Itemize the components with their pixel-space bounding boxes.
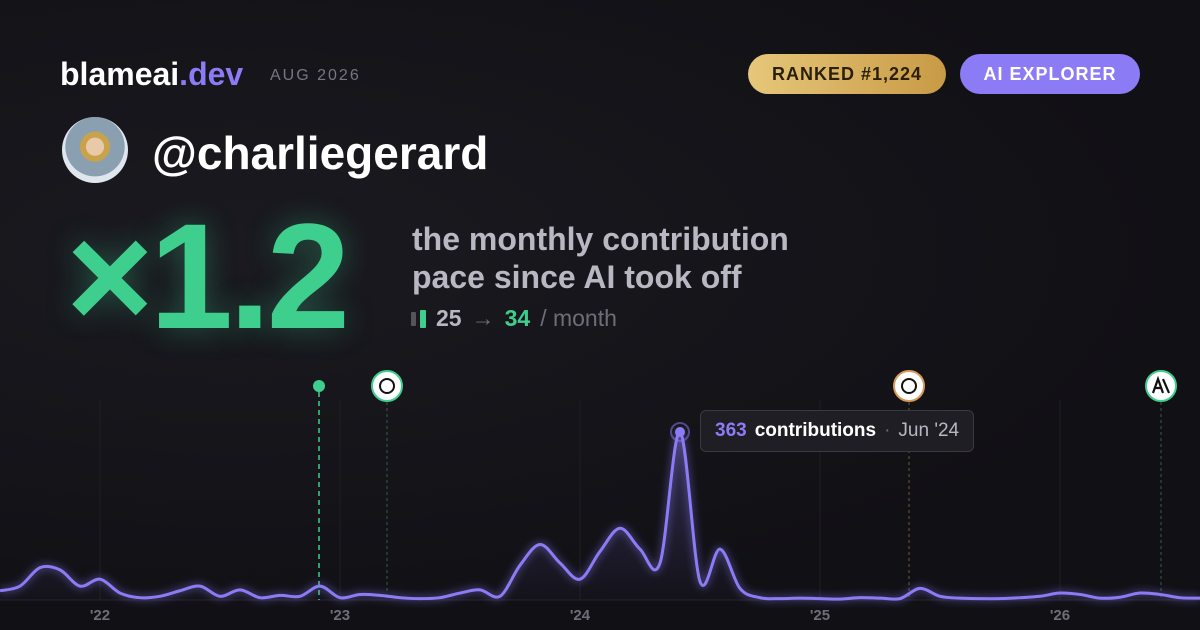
headline-line: pace since AI took off [412,259,742,295]
tier-badge: AI EXPLORER [960,54,1140,94]
pace-after: 34 [504,305,531,331]
x-tick-label: '25 [810,607,830,624]
brand: blameai.dev [60,56,243,93]
area [0,431,1200,600]
line [0,430,1200,601]
tooltip-date: Jun '24 [898,420,960,441]
tooltip-value: 363 [715,420,747,441]
brand-name: blameai [60,56,180,92]
pace-before: 25 [436,305,462,331]
peak-ring [670,422,690,442]
date: AUG 2026 [270,67,361,84]
avatar [62,117,128,183]
ai-start-dot [313,380,325,392]
separator: · [884,420,891,441]
pace: 25 → 34 / month [411,305,617,332]
openai-icon [901,378,917,394]
openai-icon [371,370,403,402]
x-tick-label: '23 [330,607,350,624]
events [313,370,1177,600]
headline-line: the monthly contribution [412,221,789,257]
openai-icon [379,378,395,394]
handle: @charliegerard [152,127,489,179]
peak-point [675,427,685,437]
x-tick-label: '24 [570,607,591,624]
arrow: → [471,305,495,331]
rank-badge: RANKED #1,224 [748,54,946,94]
headline-text: the monthly contribution pace since AI to… [412,220,789,296]
openai-icon [893,370,925,402]
icon [420,309,426,328]
x-tick-label: '26 [1050,607,1070,624]
tooltip-unit: contributions [754,420,877,441]
brand-tld: .dev [179,56,244,92]
icon [411,311,416,326]
pace-unit: / month [540,305,617,331]
x-tick-label: '22 [90,607,110,624]
anthropic-icon [1151,375,1171,394]
multiplier: ×1.2 [66,192,350,360]
tooltip: 363 contributions · Jun '24 [700,410,975,452]
